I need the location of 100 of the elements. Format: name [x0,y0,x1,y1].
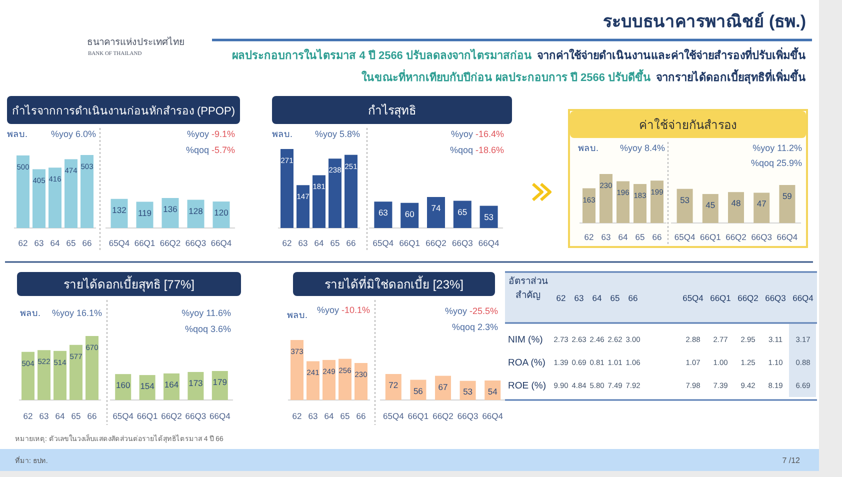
x-tick-label: 65 [340,411,350,421]
data-label: 72 [388,380,398,390]
bar [306,361,320,400]
bar [54,350,66,400]
text: %yoy 8.4% [620,143,665,153]
x-tick-label: 66 [628,293,638,303]
x-tick-label: 66Q3 [765,293,786,303]
bar [312,175,326,228]
x-tick-label: 64 [314,238,324,248]
text: %qoq 25.9% [750,158,802,168]
x-tick-label: 66Q4 [210,238,232,248]
x-tick-label: 66Q1 [710,293,732,303]
data-label: 53 [463,386,473,396]
x-tick-label: 66Q2 [432,411,454,421]
x-tick-label: 64 [50,238,60,248]
bar [600,174,612,223]
x-tick-label: 64 [324,411,334,421]
data-label: 164 [164,379,179,390]
bar [385,374,402,400]
bar [702,194,718,223]
data-label: 136 [163,204,178,214]
bar [338,358,352,400]
x-tick-label: 62 [282,238,292,248]
x-tick-label: 66Q4 [792,293,814,303]
text: %qoq -5.7% [186,145,235,155]
text: ค่าใช้จ่ายกันสำรอง [639,118,737,132]
y-axis-title: พลบ. [7,129,28,139]
text: %yoy -25.5% [444,306,498,316]
x-tick-label: 62 [292,411,302,421]
bar [344,154,358,228]
bar [676,188,693,223]
bar [296,185,310,228]
data-label: 53 [484,212,494,222]
data-label: 74 [431,203,441,213]
bar [374,202,392,228]
bar [354,363,368,400]
text: กำไรสุทธิ [368,104,416,118]
bar [32,169,46,228]
text: %qoq -18.6% [450,145,504,155]
data-label: 59 [782,191,792,201]
x-tick-label: 63 [34,238,44,248]
bar [22,352,34,400]
data-label: 47 [756,198,767,209]
x-tick-label: 66Q3 [185,238,206,248]
text: 7 /12 [782,456,801,465]
x-tick-label: 62 [18,238,28,248]
x-tick-label: 66Q4 [210,411,231,421]
x-tick-label: 66Q4 [478,238,500,248]
bar [280,149,294,228]
chart-title: อัตราส่วน สำคัญ [508,276,548,301]
x-tick-label: 66Q1 [134,238,156,248]
data-label: 160 [116,380,130,390]
data-label: 120 [214,208,229,218]
x-tick-label: 65 [635,232,645,242]
bar [86,336,98,400]
x-tick-label: 66 [356,411,366,421]
data-label: 63 [378,208,388,218]
bar [16,155,30,228]
text: %yoy 11.2% [752,143,802,153]
x-tick-label: 63 [308,411,318,421]
data-label: 48 [731,198,741,208]
x-tick-label: 66Q3 [457,411,478,421]
bar [779,185,796,223]
text: ในขณะที่หากเทียบกับปีก่อน ผลประกอบการ ปี 2566 ปรับดีขึ้น [361,69,651,84]
x-tick-label: 65Q4 [372,238,394,248]
x-tick-label: 66Q2 [738,293,759,303]
text: รายได้ที่มิใช่ดอกเบี้ย [23%] [324,276,464,292]
data-label: 128 [188,206,204,216]
x-tick-label: 65 [330,238,340,248]
text: %yoy 6.0% [50,129,96,139]
text: ธนาคารแห่งประเทศไทย [87,36,185,48]
data-label: 53 [680,194,690,205]
bar [435,376,451,400]
bar [290,340,304,400]
text: %yoy 16.1% [52,308,102,318]
bar [634,184,646,223]
x-tick-label: 66 [346,238,356,248]
x-tick-label: 65Q4 [108,238,130,248]
bar [728,192,744,223]
x-tick-label: 65Q4 [383,411,404,421]
text: %yoy 11.6% [182,308,231,318]
bar [754,192,770,223]
x-tick-label: 63 [298,238,308,248]
x-tick-label: 65Q4 [682,293,704,303]
x-tick-label: 62 [584,232,594,242]
text: %yoy 5.8% [314,129,360,139]
y-axis-title: พลบ. [287,310,308,320]
x-tick-label: 66Q4 [776,232,798,242]
data-label: 65 [458,206,468,217]
bar [453,200,472,228]
x-tick-label: 64 [592,293,602,303]
x-tick-label: 65 [66,238,76,248]
x-tick-label: 66Q1 [399,238,420,248]
bar [400,202,419,228]
data-label: 67 [438,382,448,392]
x-tick-label: 63 [574,293,584,303]
x-tick-label: 66Q2 [160,238,181,248]
y-tick-label: ROE (%) [508,380,546,392]
text: รายได้ดอกเบี้ยสุทธิ [77%] [63,276,195,292]
data-label: 132 [112,204,127,215]
